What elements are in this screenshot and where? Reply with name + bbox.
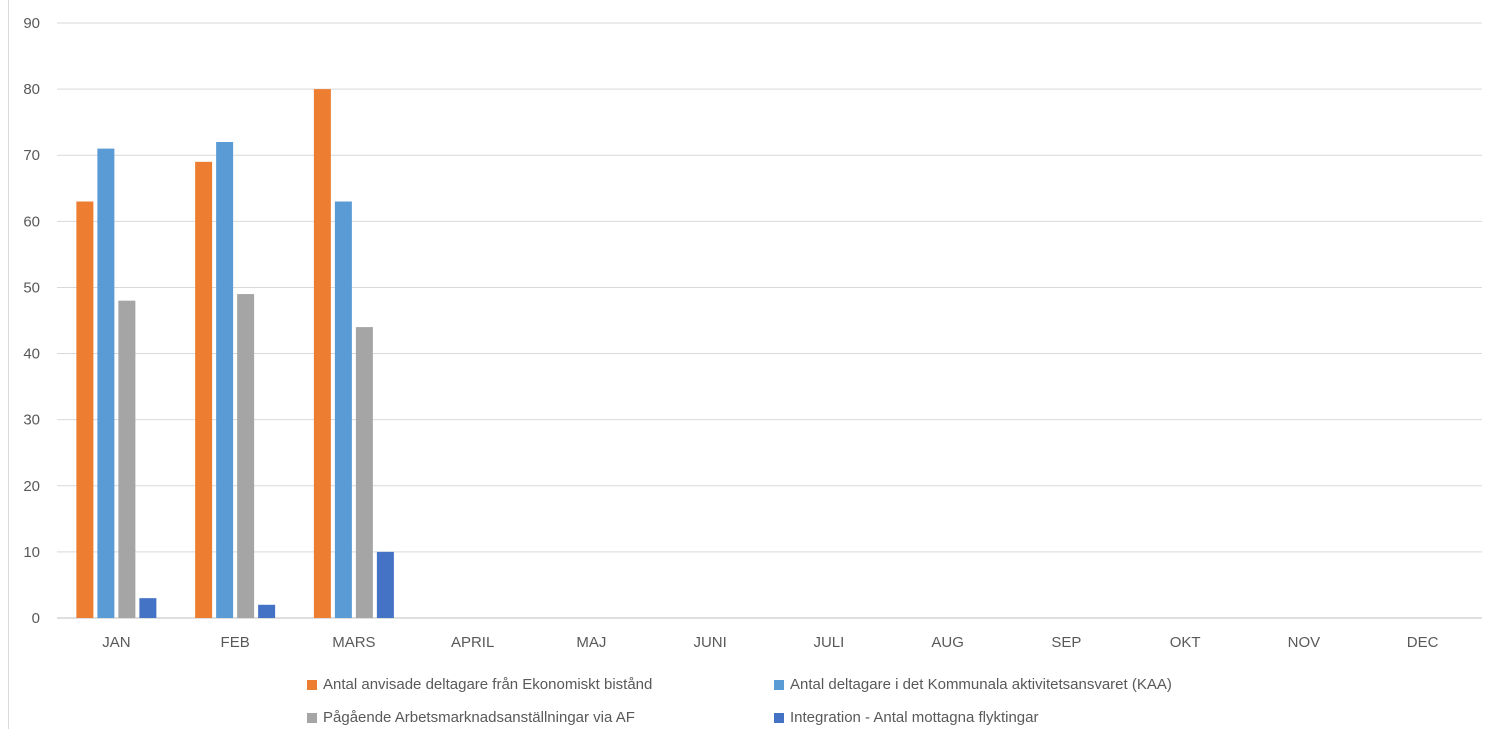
bar bbox=[118, 300, 136, 618]
y-tick-label: 50 bbox=[23, 279, 40, 296]
bar bbox=[313, 89, 331, 619]
x-tick-label: JUNI bbox=[693, 634, 726, 651]
x-tick-label: JAN bbox=[102, 634, 130, 651]
x-tick-label: DEC bbox=[1407, 634, 1439, 651]
legend: Antal anvisade deltagare från Ekonomiskt… bbox=[0, 662, 1494, 729]
bar bbox=[376, 551, 394, 618]
y-tick-label: 90 bbox=[23, 15, 40, 32]
y-tick-label: 10 bbox=[23, 544, 40, 561]
y-tick-label: 70 bbox=[23, 147, 40, 164]
legend-item: Integration - Antal mottagna flyktingar bbox=[774, 709, 1038, 726]
x-tick-label: JULI bbox=[813, 634, 844, 651]
bar bbox=[258, 604, 276, 618]
y-tick-label: 40 bbox=[23, 346, 40, 363]
legend-swatch bbox=[774, 712, 784, 723]
bar bbox=[76, 201, 94, 618]
x-tick-label: NOV bbox=[1288, 634, 1321, 651]
x-tick-label: OKT bbox=[1170, 634, 1201, 651]
legend-label: Pågående Arbetsmarknadsanställningar via… bbox=[323, 709, 635, 726]
legend-swatch bbox=[774, 679, 784, 690]
bar bbox=[237, 294, 255, 618]
bar bbox=[139, 598, 157, 618]
y-tick-label: 80 bbox=[23, 81, 40, 98]
legend-label: Antal deltagare i det Kommunala aktivite… bbox=[790, 676, 1172, 693]
bar bbox=[334, 201, 352, 618]
legend-item: Pågående Arbetsmarknadsanställningar via… bbox=[307, 709, 635, 726]
legend-label: Integration - Antal mottagna flyktingar bbox=[790, 709, 1039, 726]
x-tick-label: MAJ bbox=[576, 634, 606, 651]
bar-chart: 0 10 20 30 40 50 60 70 80 90 JAN FEB MARS APRIL MAJ JU… bbox=[23, 15, 1482, 651]
legend-swatch bbox=[307, 679, 317, 690]
x-tick-label: AUG bbox=[931, 634, 964, 651]
legend-item: Antal anvisade deltagare från Ekonomiskt… bbox=[307, 676, 652, 693]
gridlines bbox=[57, 22, 1482, 619]
bar bbox=[97, 148, 115, 618]
y-tick-label: 20 bbox=[23, 478, 40, 495]
bars bbox=[76, 89, 394, 619]
y-tick-label: 30 bbox=[23, 412, 40, 429]
y-axis: 0 10 20 30 40 50 60 70 80 90 bbox=[23, 15, 40, 627]
y-tick-label: 0 bbox=[32, 610, 40, 627]
y-tick-label: 60 bbox=[23, 213, 40, 230]
bar bbox=[355, 327, 373, 618]
legend-label: Antal anvisade deltagare från Ekonomiskt… bbox=[323, 676, 653, 693]
legend-item: Antal deltagare i det Kommunala aktivite… bbox=[774, 676, 1172, 693]
x-axis: JAN FEB MARS APRIL MAJ JUNI JULI AUG SEP OKT NOV DE… bbox=[102, 634, 1438, 651]
chart-frame-edge bbox=[8, 0, 9, 729]
bar bbox=[216, 142, 234, 618]
x-tick-label: APRIL bbox=[451, 634, 494, 651]
x-tick-label: SEP bbox=[1051, 634, 1081, 651]
bar bbox=[195, 161, 213, 619]
legend-swatch bbox=[307, 712, 317, 723]
x-tick-label: FEB bbox=[221, 634, 250, 651]
x-tick-label: MARS bbox=[332, 634, 375, 651]
